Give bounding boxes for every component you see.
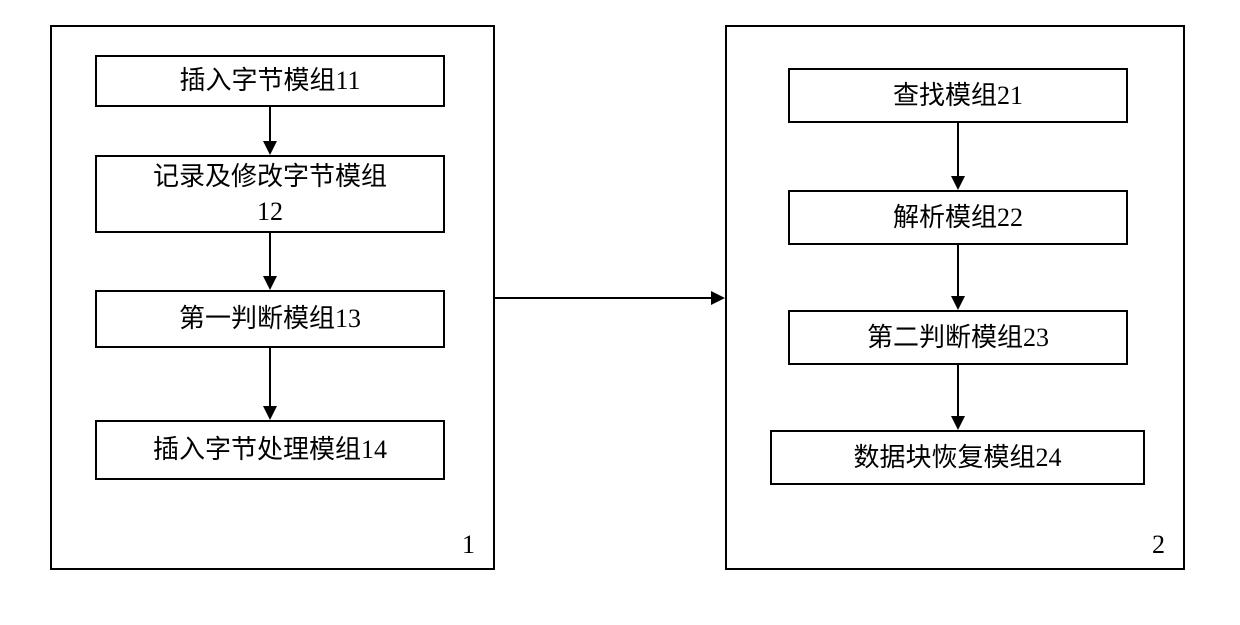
container-right-label: 2: [1152, 530, 1165, 560]
module-m21-label: 查找模组21: [893, 78, 1023, 113]
arrow-left-right-shaft: [495, 297, 711, 299]
arrow-m11-m12-head: [263, 141, 277, 155]
arrow-m22-m23-shaft: [957, 245, 959, 296]
module-m11: 插入字节模组11: [95, 55, 445, 107]
module-m12-label: 记录及修改字节模组 12: [153, 159, 387, 229]
arrow-m13-m14-head: [263, 406, 277, 420]
module-m13: 第一判断模组13: [95, 290, 445, 348]
arrow-m13-m14-shaft: [269, 348, 271, 406]
arrow-m23-m24-head: [951, 416, 965, 430]
arrow-m12-m13-head: [263, 276, 277, 290]
module-m23-label: 第二判断模组23: [867, 320, 1049, 355]
arrow-m12-m13-shaft: [269, 233, 271, 276]
module-m22: 解析模组22: [788, 190, 1128, 245]
container-left-label: 1: [462, 530, 475, 560]
module-m23: 第二判断模组23: [788, 310, 1128, 365]
module-m22-label: 解析模组22: [893, 200, 1023, 235]
arrow-left-right-head: [711, 291, 725, 305]
module-m12: 记录及修改字节模组 12: [95, 155, 445, 233]
module-m14: 插入字节处理模组14: [95, 420, 445, 480]
arrow-m23-m24-shaft: [957, 365, 959, 416]
module-m13-label: 第一判断模组13: [179, 301, 361, 336]
module-m24: 数据块恢复模组24: [770, 430, 1145, 485]
arrow-m22-m23-head: [951, 296, 965, 310]
arrow-m21-m22-shaft: [957, 123, 959, 176]
module-m24-label: 数据块恢复模组24: [853, 440, 1061, 475]
module-m21: 查找模组21: [788, 68, 1128, 123]
arrow-m11-m12-shaft: [269, 107, 271, 141]
module-m11-label: 插入字节模组11: [179, 63, 360, 98]
module-m14-label: 插入字节处理模组14: [153, 432, 387, 467]
arrow-m21-m22-head: [951, 176, 965, 190]
